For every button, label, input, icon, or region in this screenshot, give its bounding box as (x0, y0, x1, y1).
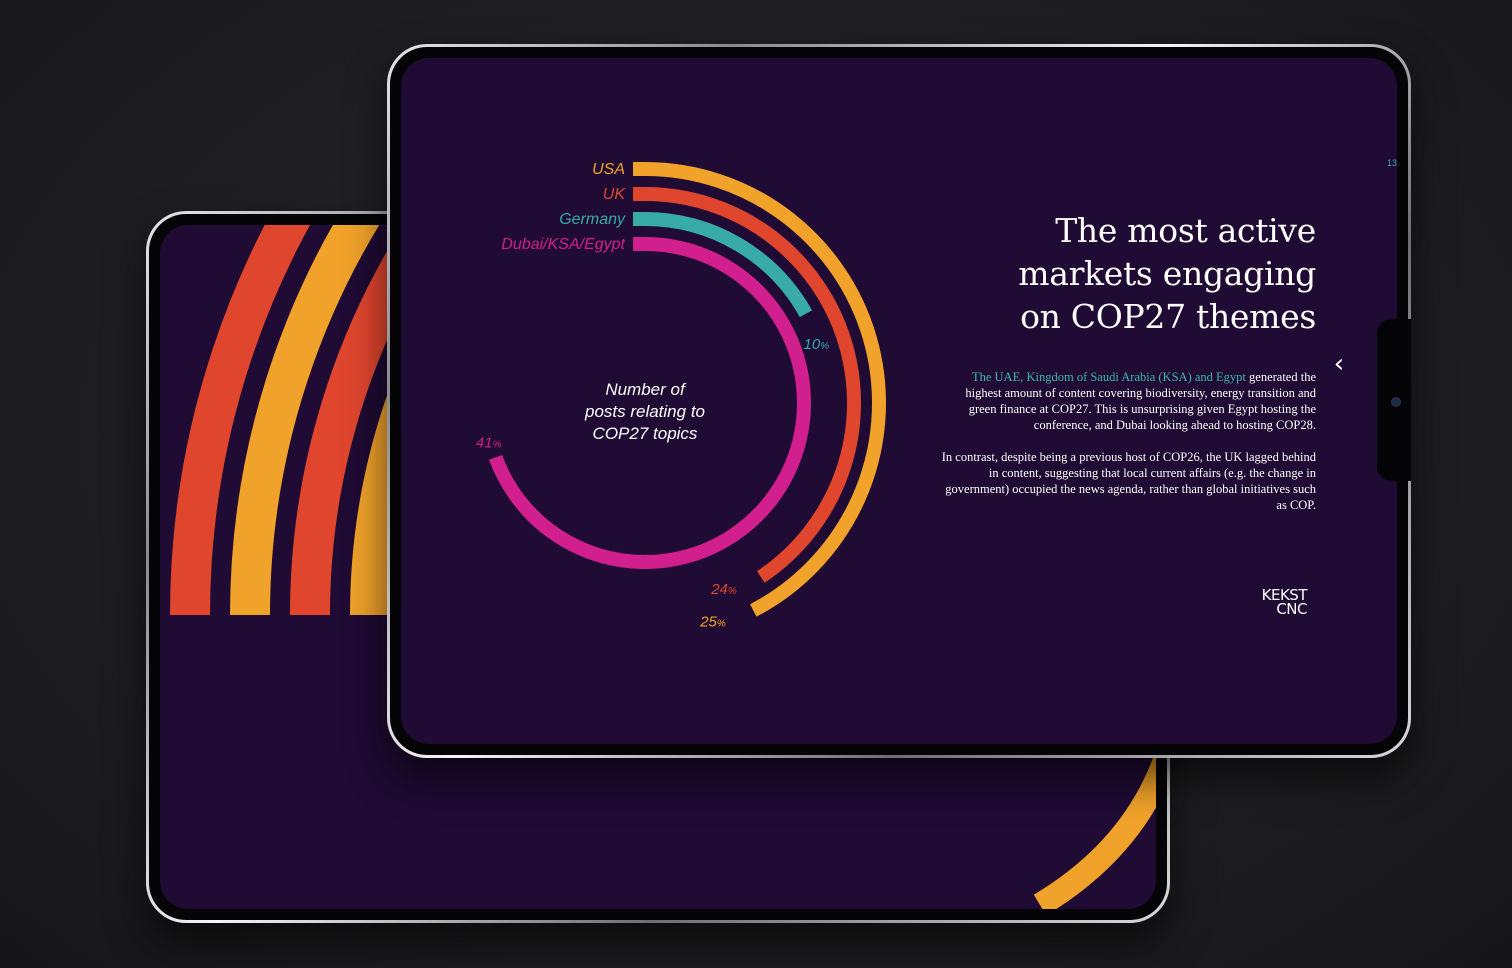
logo-line-2: CNC (1276, 600, 1307, 618)
body-paragraph-1: The UAE, Kingdom of Saudi Arabia (KSA) a… (936, 369, 1316, 433)
body-paragraph-1-rest: generated the highest amount of content … (965, 370, 1316, 432)
decorative-arc (170, 225, 311, 616)
headline: The most active markets engaging on COP2… (896, 209, 1316, 338)
chevron-left-icon[interactable]: ‹ (1333, 349, 1345, 379)
body-highlight: The UAE, Kingdom of Saudi Arabia (KSA) a… (971, 370, 1246, 384)
logo-line-1: KEKST (1261, 586, 1308, 604)
decorative-arc (1033, 749, 1156, 909)
body-text: The UAE, Kingdom of Saudi Arabia (KSA) a… (936, 369, 1316, 529)
chart-center-label: Number of (605, 380, 687, 399)
chart-series-label: Germany (559, 211, 626, 228)
front-tablet-bezel: USA 25% UK 24% Germany 10% Dubai/KSA/Egypt 41% N… (390, 47, 1411, 755)
decorative-arc (350, 225, 526, 616)
chart-arc (633, 187, 861, 583)
chart-arc (633, 212, 813, 318)
chart-center-label: COP27 topics (593, 424, 698, 443)
headline-line: The most active (1055, 211, 1316, 250)
headline-line: on COP27 themes (1020, 297, 1316, 336)
chart-value-label: 41% (476, 434, 502, 451)
front-tablet-screen: USA 25% UK 24% Germany 10% Dubai/KSA/Egypt 41% N… (401, 58, 1397, 744)
chart-series-label: UK (603, 186, 627, 203)
chart-arc (489, 237, 811, 569)
decorative-arc (230, 225, 380, 616)
chart-series-label: USA (592, 161, 625, 178)
front-tablet: USA 25% UK 24% Germany 10% Dubai/KSA/Egypt 41% N… (387, 44, 1411, 758)
page-number: 13 (1386, 158, 1397, 168)
decorative-arc (290, 225, 451, 616)
kekst-cnc-logo: KEKST CNC (1237, 586, 1308, 618)
camera-icon (1391, 397, 1401, 407)
body-paragraph-2: In contrast, despite being a previous ho… (941, 450, 1316, 512)
radial-bar-chart: USA 25% UK 24% Germany 10% Dubai/KSA/Egypt 41% N… (476, 161, 886, 631)
chart-center-label: posts relating to (584, 402, 705, 421)
chart-arc (633, 162, 886, 617)
back-decorative-arcs (170, 225, 1156, 909)
chart-value-label: 25% (699, 614, 726, 631)
chart-value-label: 24% (710, 581, 737, 598)
headline-line: markets engaging (1018, 254, 1316, 293)
chart-value-label: 10% (804, 336, 830, 353)
chart-series-label: Dubai/KSA/Egypt (501, 236, 625, 253)
